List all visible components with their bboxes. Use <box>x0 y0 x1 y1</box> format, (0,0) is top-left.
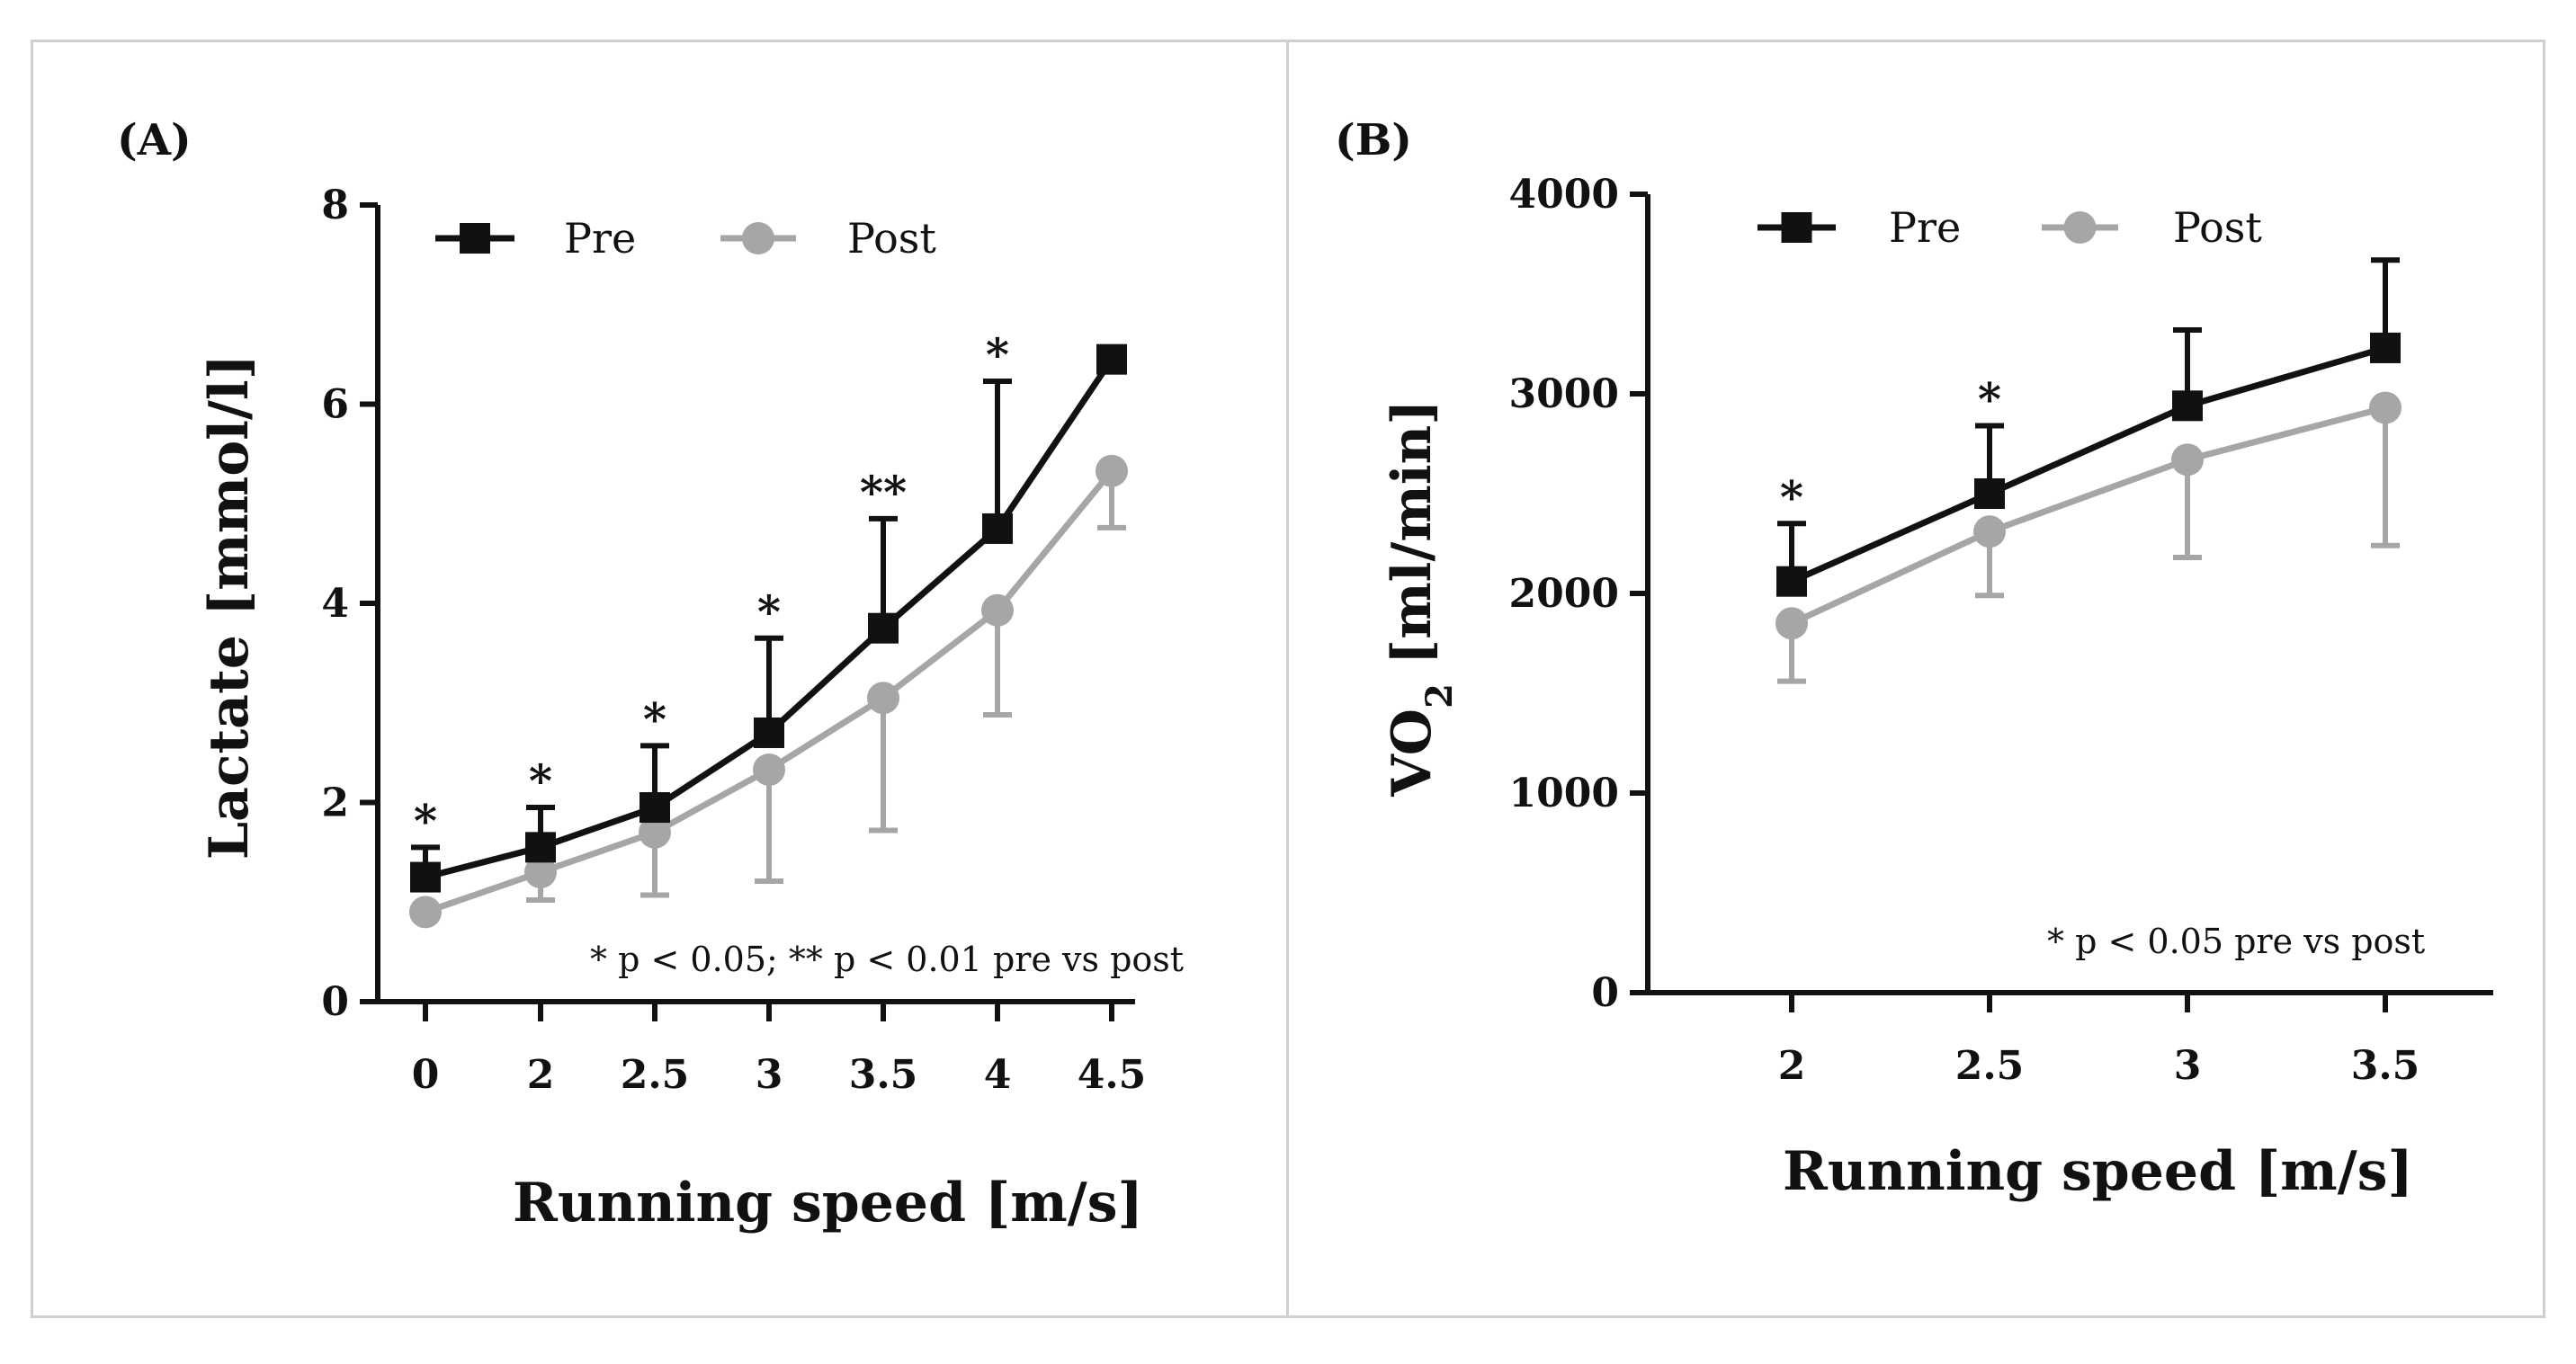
y-tick-label: 3000 <box>1509 371 1619 417</box>
post-point <box>2369 391 2402 424</box>
legend-pre-label: Pre <box>564 214 636 263</box>
significance-marker: * <box>414 794 437 847</box>
pre-point <box>982 513 1013 544</box>
x-tick-label: 2.5 <box>1955 1043 2025 1089</box>
legend-pre-label: Pre <box>1889 203 1961 252</box>
significance-marker: * <box>1978 373 2001 426</box>
panel-label-a: (A) <box>117 115 192 165</box>
y-axis-title: VO2 [ml/min] <box>1381 399 1461 797</box>
y-tick-label: 1000 <box>1509 771 1619 816</box>
x-tick-label: 3.5 <box>849 1052 918 1098</box>
y-axis-title-main: VO <box>1381 709 1444 798</box>
significance-marker: ** <box>860 466 907 519</box>
pre-point <box>410 861 441 893</box>
panel-divider <box>1286 40 1289 1318</box>
x-tick-label: 3.5 <box>2351 1043 2420 1089</box>
pre-point <box>2370 332 2401 363</box>
pre-point <box>868 612 899 644</box>
y-tick-label: 4 <box>321 581 349 627</box>
vo2-chart: (B) 0 1000 2000 3000 4000 2 2.5 3 3.5 Running s… <box>1335 115 2493 1203</box>
x-tick-label: 2 <box>527 1052 555 1098</box>
legend-post-marker <box>2063 211 2097 244</box>
significance-marker: * <box>1780 470 1803 523</box>
significance-note: * p < 0.05 pre vs post <box>2047 922 2425 961</box>
legend-post-label: Post <box>847 214 936 263</box>
pre-point <box>1096 343 1127 375</box>
post-point <box>867 682 899 715</box>
x-axis-title: Running speed [m/s] <box>1783 1140 2413 1203</box>
y-axis-title: Lactate [mmol/l] <box>198 354 261 860</box>
post-point <box>753 753 785 786</box>
x-tick-label: 3 <box>756 1052 783 1098</box>
x-tick-label: 3 <box>2174 1043 2202 1089</box>
post-point <box>409 896 442 929</box>
post-point <box>981 593 1014 627</box>
pre-point <box>754 717 784 748</box>
y-tick-label: 6 <box>321 382 349 428</box>
y-tick-label: 2000 <box>1509 571 1619 617</box>
x-tick-label: 2 <box>1778 1043 1806 1089</box>
pre-point <box>1974 478 2005 509</box>
legend-pre-marker <box>460 223 490 254</box>
pre-point <box>525 832 556 863</box>
pre-series-line <box>1790 344 2386 584</box>
x-tick-label: 4 <box>984 1052 1012 1098</box>
significance-marker: * <box>986 328 1009 381</box>
post-point <box>1973 515 2006 548</box>
legend-post-label: Post <box>2173 203 2262 252</box>
legend-post-marker <box>742 222 774 254</box>
x-tick-label: 0 <box>412 1052 440 1098</box>
y-axis-title-rest: [ml/min] <box>1381 399 1444 683</box>
lactate-chart: (A) 0 2 4 6 8 0 2 2.5 3 3.5 4 4.5 Running speed [m… <box>117 115 1184 1235</box>
post-point <box>639 816 671 849</box>
post-series-line <box>1790 405 2386 627</box>
y-tick-label: 2 <box>321 780 349 826</box>
post-point <box>1096 454 1128 487</box>
y-tick-label: 0 <box>321 979 349 1025</box>
post-point <box>524 856 557 889</box>
significance-marker: * <box>529 754 552 807</box>
legend-pre-marker <box>1781 212 1812 243</box>
x-axis-title: Running speed [m/s] <box>513 1172 1143 1235</box>
pre-point <box>2172 390 2203 422</box>
post-point <box>2171 443 2204 477</box>
pre-point <box>1776 566 1807 597</box>
significance-note: * p < 0.05; ** p < 0.01 pre vs post <box>590 940 1184 979</box>
significance-marker: * <box>643 692 666 745</box>
y-tick-label: 4000 <box>1509 172 1619 218</box>
significance-marker: * <box>757 585 781 638</box>
x-tick-label: 2.5 <box>621 1052 690 1098</box>
y-axis-title-subscript: 2 <box>1418 683 1461 709</box>
pre-point <box>640 792 670 824</box>
x-tick-label: 4.5 <box>1078 1052 1147 1098</box>
panel-label-b: (B) <box>1335 115 1412 165</box>
post-point <box>1775 607 1808 640</box>
y-tick-label: 8 <box>321 183 349 228</box>
y-tick-label: 0 <box>1591 970 1619 1016</box>
